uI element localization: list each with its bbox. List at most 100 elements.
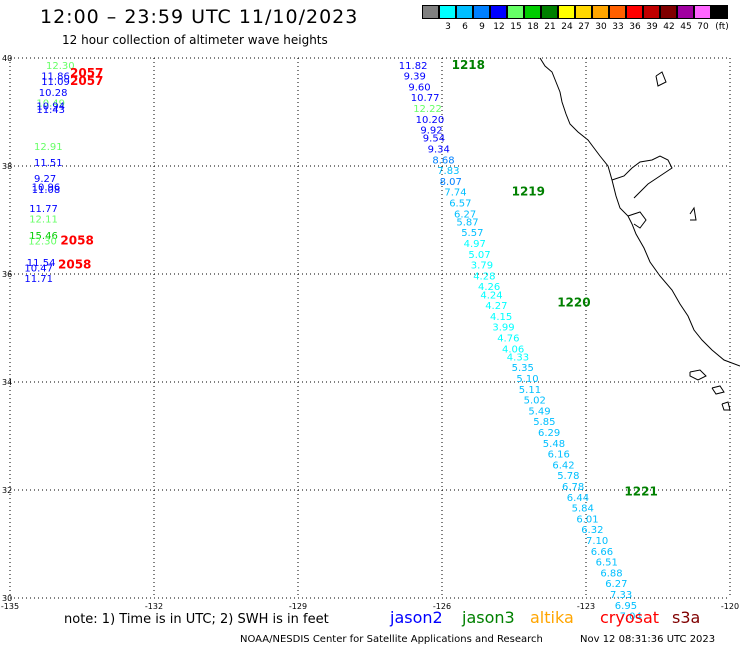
wave-height-value: 5.57 [461,228,483,239]
channel-island-2 [711,385,725,395]
colorbar-label: 45 [680,22,692,32]
map-title: 12:00 – 23:59 UTC 11/10/2023 [40,6,359,28]
wave-height-value: 10.47 [24,263,53,274]
wave-height-value: 10.20 [416,115,445,126]
wave-height-value: 3.79 [471,261,493,272]
colorbar-swatch [439,5,456,19]
wave-height-value: 4.33 [507,352,529,363]
wave-height-value: 11.51 [34,158,63,169]
colorbar-label: 70 [697,22,709,32]
colorbar-label: 42 [663,22,675,32]
wave-height-value: 5.02 [524,396,546,407]
colorbar-label: 15 [510,22,522,32]
wave-height-value: 5.84 [572,504,594,515]
wave-height-value: 4.97 [464,239,486,250]
wave-height-value: 5.11 [519,385,541,396]
wave-height-value: 11.43 [36,105,65,116]
pass-number-label: 1219 [512,185,545,199]
wave-height-value: 5.85 [533,417,555,428]
monterey-bay [627,211,647,229]
lon-tick-label: -126 [433,602,451,611]
colorbar-swatch [541,5,558,19]
colorbar-label: 39 [646,22,658,32]
wave-height-value: 9.39 [404,72,426,83]
satellite-jason2: jason2 [390,608,443,627]
colorbar-label: 30 [595,22,607,32]
colorbar-swatch [422,5,439,19]
channel-island-1 [689,369,707,381]
wave-height-value: 11.71 [24,274,53,285]
footer-credit: NOAA/NESDIS Center for Satellite Applica… [240,634,543,645]
inland-lake-2 [689,206,697,221]
satellite-jason3: jason3 [462,608,515,627]
lat-tick-label: 36 [2,270,12,279]
wave-height-value: 11.08 [32,185,61,196]
lon-tick-label: -129 [289,602,307,611]
wave-height-value: 6.29 [538,428,560,439]
coastline [539,57,740,411]
wave-height-value: 6.51 [596,558,618,569]
colorbar-label: 18 [527,22,539,32]
wave-height-value: 15.46 [29,231,58,242]
colorbar-swatch [711,5,728,19]
colorbar-swatch [694,5,711,19]
wave-height-value: 5.07 [468,250,490,261]
wave-height-value: 5.35 [512,363,534,374]
pass-number-label: 2058 [58,258,91,272]
colorbar-swatch [490,5,507,19]
lon-tick-label: -120 [721,602,739,611]
colorbar-unit: (ft) [715,22,729,32]
wave-height-value: 11.86 [41,72,70,83]
wave-height-value: 5.78 [557,471,579,482]
wave-height-value: 7.33 [610,590,632,601]
pass-number-label: 2057 [70,66,103,80]
pass-number-label: 1220 [557,295,590,309]
inland-lake-1 [655,71,667,87]
lat-tick-label: 30 [2,594,12,603]
lat-tick-label: 32 [2,486,12,495]
wave-height-value: 6.01 [576,514,598,525]
wave-height-value: 12.11 [29,215,58,226]
wave-height-value: 12.22 [413,104,442,115]
wave-height-value: 4.06 [502,344,524,355]
wave-height-value: 11.54 [27,258,56,269]
lat-tick-label: 34 [2,378,12,387]
lon-tick-label: -135 [1,602,19,611]
wave-height-value: 4.26 [478,282,500,293]
wave-height-value: 9.34 [428,145,450,156]
wave-height-value: 4.24 [480,290,502,301]
wave-height-value: 6.32 [581,525,603,536]
colorbar-label: 33 [612,22,624,32]
wave-height-value: 7.83 [437,166,459,177]
wave-height-value: 4.27 [485,301,507,312]
colorbar-swatch [473,5,490,19]
wave-height-value: 6.57 [449,199,471,210]
colorbar-label: 3 [445,22,451,32]
wave-height-value: 6.66 [591,547,613,558]
colorbar-swatch [660,5,677,19]
wave-height-value: 6.27 [454,209,476,220]
wave-height-tracks: 12.3011.8611.0910.2810.4910.9411.4312.91… [24,61,641,623]
pass-number-label: 1218 [452,58,485,72]
wave-height-value: 3.99 [492,323,514,334]
wave-height-value: 6.88 [600,568,622,579]
wave-height-value: 7.10 [586,536,608,547]
colorbar-label: 12 [493,22,505,32]
wave-height-value: 12.30 [46,61,75,72]
colorbar-swatch [609,5,626,19]
pass-number-label: 2057 [70,74,103,88]
lat-tick-label: 38 [2,162,12,171]
colorbar-label: 36 [629,22,641,32]
lat-lon-grid: -135 -132 -129 -126 -123 -120 30 32 34 36 38 40 [1,54,739,611]
wave-height-value: 4.28 [473,271,495,282]
wave-height-value: 7.74 [444,188,466,199]
colorbar-swatch [524,5,541,19]
wave-height-value: 11.09 [41,77,70,88]
wave-height-value: 6.27 [605,579,627,590]
colorbar-swatch [456,5,473,19]
wave-height-value: 6.95 [615,601,637,612]
colorbar-label: 6 [462,22,468,32]
colorbar-swatch [643,5,660,19]
